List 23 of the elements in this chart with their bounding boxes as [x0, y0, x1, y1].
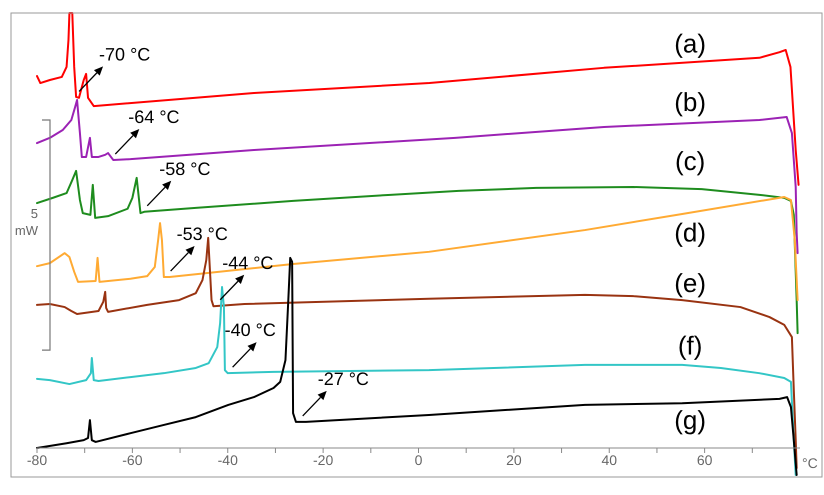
series-label: (d) — [674, 218, 706, 248]
series-label: (a) — [674, 28, 706, 58]
annotation: -70 °C — [99, 44, 150, 64]
x-tick-label: -60 — [122, 452, 143, 468]
series-label: (b) — [674, 87, 706, 118]
x-tick-label: -20 — [313, 452, 334, 468]
series-label: (g) — [674, 404, 706, 435]
x-tick-label: 20 — [506, 452, 522, 468]
annotation: -64 °C — [128, 107, 180, 128]
series-label: (e) — [674, 268, 706, 298]
annotation: 5 mW — [14, 206, 39, 238]
x-axis-title: °C — [802, 454, 818, 471]
annotation: -27 °C — [318, 368, 369, 389]
x-tick-label: 60 — [696, 452, 713, 468]
annotation: -40 °C — [224, 320, 276, 340]
x-tick-label: 40 — [601, 452, 618, 468]
x-tick-label: 0 — [414, 452, 423, 468]
series-label: (c) — [674, 146, 706, 176]
annotation: -53 °C — [176, 224, 228, 244]
series-label: (f) — [678, 330, 702, 361]
annotation: -58 °C — [159, 158, 210, 179]
x-tick-label: -80 — [26, 452, 48, 468]
x-tick-label: -40 — [218, 452, 238, 468]
